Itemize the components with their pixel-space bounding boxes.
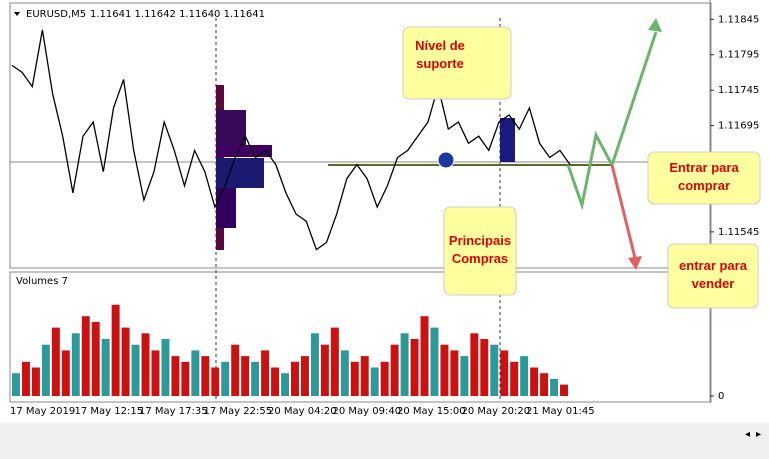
y-tick-label: 1.11795 — [718, 50, 759, 61]
volume-bar — [350, 361, 359, 396]
volume-bar — [530, 367, 539, 396]
volume-bar — [251, 361, 260, 396]
volume-bar — [12, 373, 20, 396]
volume-bar — [221, 361, 230, 396]
y-tick-label: 1.11695 — [718, 121, 759, 132]
x-tick-label: 17 May 17:35 — [139, 406, 208, 417]
volume-bar — [340, 350, 349, 396]
volume-bar — [131, 344, 140, 396]
volume-profile — [216, 85, 515, 250]
quote: 1.11641 1.11642 1.11640 1.11641 — [90, 9, 265, 20]
volume-bar — [171, 356, 180, 396]
volume-bar — [71, 333, 80, 396]
symbol: EURUSD,M5 — [26, 9, 86, 20]
volume-bar — [490, 344, 499, 396]
volume-bar — [151, 350, 160, 396]
callout-text: entrar para vender — [679, 258, 748, 291]
volume-bar — [241, 356, 250, 396]
y-tick-label: 1.11745 — [718, 85, 759, 96]
volume-bar — [261, 350, 270, 396]
volume-bar — [420, 316, 429, 396]
callout: Nível de suporte Principais Compras Entrar… — [402, 26, 761, 309]
volume-bar — [410, 339, 419, 396]
volume-bar — [31, 367, 40, 396]
volume-bar — [300, 356, 309, 396]
x-tick-label: 21 May 01:45 — [526, 406, 595, 417]
arrowhead — [628, 256, 642, 270]
volume-bar — [390, 344, 399, 396]
volume-bar — [320, 344, 329, 396]
scroll-right[interactable]: ▸ — [756, 429, 761, 440]
menu-arrow[interactable] — [14, 12, 20, 16]
volume-bar — [560, 384, 569, 396]
y-tick-label: 1.11545 — [718, 227, 759, 238]
volume-bar — [231, 344, 240, 396]
volume-bar — [141, 333, 150, 396]
x-tick-label: 17 May 2019 — [10, 406, 75, 417]
scroll-left[interactable]: ◂ — [745, 429, 750, 440]
price-line — [11, 29, 571, 251]
volume-bar — [271, 367, 280, 396]
y-tick-label: 0 — [718, 391, 724, 402]
x-tick-label: 20 May 20:20 — [462, 406, 531, 417]
y-tick-label: 1.11845 — [718, 14, 759, 25]
volume-bar — [181, 361, 190, 396]
callout-text: Principais Compras — [449, 233, 511, 266]
volume-panel — [9, 271, 712, 403]
volume-bar — [91, 321, 100, 396]
panel-title: Volumes 7 — [16, 276, 68, 287]
callout-text: Nível de suporte — [415, 38, 465, 71]
volume-bar — [430, 327, 439, 396]
volume-bar — [281, 373, 290, 396]
volume-bar — [81, 316, 90, 396]
volume-bar — [510, 361, 519, 396]
volume-bar — [550, 378, 559, 396]
volume-bar — [360, 356, 369, 396]
tab-bar — [0, 423, 769, 459]
volume-bar — [21, 361, 30, 396]
volume-bar — [201, 356, 210, 396]
volume-bar — [291, 361, 299, 396]
sell-arrow — [610, 164, 638, 263]
x-tick-label: 20 May 15:00 — [397, 406, 466, 417]
x-tick-label: 20 May 09:40 — [333, 406, 402, 417]
x-tick-label: 20 May 04:20 — [268, 406, 337, 417]
marker — [437, 151, 455, 169]
x-tick-label: 17 May 22:55 — [204, 406, 273, 417]
volume-bar — [400, 333, 409, 396]
volume-bar — [470, 333, 479, 396]
x-tick-label: 17 May 12:15 — [75, 406, 144, 417]
volume-bar — [310, 333, 319, 396]
arrowhead — [648, 18, 662, 32]
volume-bar — [51, 327, 60, 396]
volume-bar — [380, 361, 389, 396]
volume-bar — [460, 356, 469, 396]
price-panel — [9, 2, 712, 269]
volume-bar — [41, 344, 50, 396]
volume-bar — [520, 356, 529, 396]
volume-bar — [211, 367, 220, 396]
volume-bar — [480, 339, 489, 396]
volume-bar — [440, 344, 449, 396]
callout-text: Entrar para comprar — [669, 160, 739, 193]
volume-bar — [161, 339, 170, 396]
volume-bar — [191, 350, 200, 396]
buy-arrow — [566, 31, 658, 211]
volume-bar — [500, 350, 509, 396]
volume-bar — [450, 350, 459, 396]
volume-bar — [330, 327, 339, 396]
volume-bar — [101, 339, 110, 396]
volume-bar — [111, 304, 120, 396]
volume-bar — [61, 350, 70, 396]
volume-bar — [121, 327, 130, 396]
volume-bar — [370, 367, 379, 396]
volume-bar — [540, 373, 549, 396]
